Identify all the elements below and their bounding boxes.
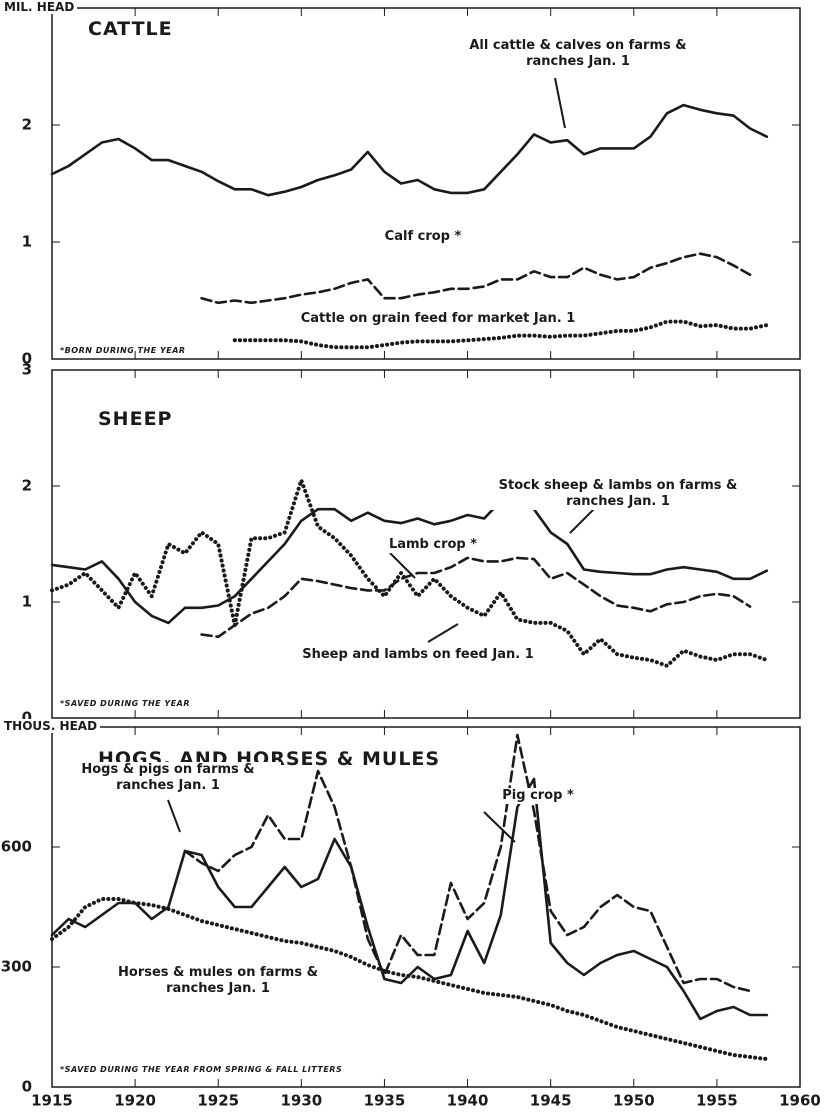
x-tick-label: 1925	[197, 1092, 239, 1110]
x-tick-label: 1960	[779, 1092, 821, 1110]
panel-frame	[51, 726, 801, 1088]
panel-frame	[51, 7, 801, 360]
series-label: Calf crop *	[350, 229, 496, 245]
series-label: Pig crop *	[480, 788, 596, 804]
series-line	[200, 556, 752, 639]
series-label: Cattle on grain feed for market Jan. 1	[270, 311, 606, 327]
y-tick-label: 0	[22, 1078, 32, 1096]
series-label: Lamb crop *	[370, 537, 496, 553]
y-tick-label: 300	[1, 958, 32, 976]
series-line	[50, 103, 769, 197]
series-label: All cattle & calves on farms & ranches J…	[440, 38, 716, 70]
y-axis-label: MIL. HEAD	[4, 0, 78, 14]
leader-line	[389, 552, 416, 579]
leader-line	[554, 77, 566, 129]
panel-title: SHEEP	[98, 408, 173, 430]
series-label: Hogs & pigs on farms & ranches Jan. 1	[55, 762, 281, 794]
x-tick-label: 1915	[31, 1092, 73, 1110]
series-label: Sheep and lambs on feed Jan. 1	[260, 647, 576, 663]
leader-line	[427, 623, 459, 643]
series-line	[183, 733, 752, 993]
y-axis-label: THOUS. HEAD	[4, 719, 101, 733]
footnote: *SAVED DURING THE YEAR	[60, 699, 191, 708]
y-tick-label: 600	[1, 838, 32, 856]
y-tick-label: 2	[22, 116, 32, 134]
x-tick-label: 1950	[613, 1092, 655, 1110]
y-tick-label: 2	[22, 477, 32, 495]
series-line	[50, 499, 769, 625]
panel-frame	[51, 369, 801, 719]
y-tick-label: 1	[22, 233, 32, 251]
y-tick-label: 1	[22, 593, 32, 611]
y-tick-label: 0	[22, 350, 32, 368]
x-tick-label: 1940	[447, 1092, 489, 1110]
leader-line	[483, 811, 516, 843]
series-line	[200, 252, 752, 305]
footnote: *BORN DURING THE YEAR	[60, 346, 186, 355]
series-label: Stock sheep & lambs on farms & ranches J…	[470, 478, 766, 510]
y-tick-label: 0	[22, 709, 32, 727]
leader-line	[167, 799, 181, 833]
x-tick-label: 1945	[530, 1092, 572, 1110]
x-tick-label: 1935	[364, 1092, 406, 1110]
series-line	[232, 319, 769, 350]
series-line	[50, 478, 769, 668]
x-tick-label: 1955	[696, 1092, 738, 1110]
y-tick-label: 3	[22, 361, 32, 379]
series-line	[50, 897, 769, 1061]
footnote: *SAVED DURING THE YEAR FROM SPRING & FAL…	[60, 1065, 343, 1074]
panel-title: CATTLE	[88, 18, 173, 40]
x-tick-label: 1920	[114, 1092, 156, 1110]
series-label: Horses & mules on farms & ranches Jan. 1	[100, 965, 336, 997]
x-tick-label: 1930	[280, 1092, 322, 1110]
